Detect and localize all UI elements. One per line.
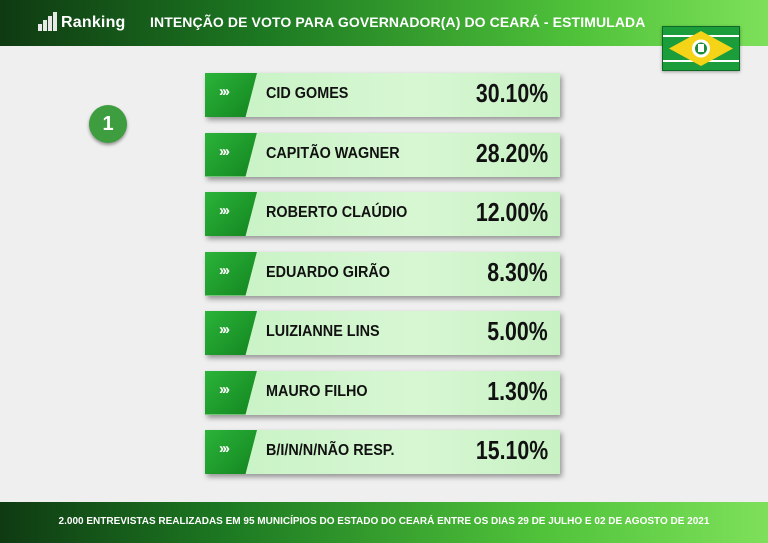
bar-tab — [205, 370, 257, 415]
bar-tab — [205, 430, 257, 474]
bar-tab — [205, 132, 257, 177]
bar-tab — [205, 251, 257, 296]
rank-badge: 1 — [89, 105, 127, 143]
candidate-name: CAPITÃO WAGNER — [266, 144, 400, 162]
bar-tab — [205, 311, 257, 355]
bar-chart-icon — [38, 12, 58, 33]
chevrons-icon: ››› — [219, 83, 230, 100]
candidate-bar: ››› CAPITÃO WAGNER 28.20% — [205, 132, 560, 177]
footer-note: 2.000 ENTREVISTAS REALIZADAS EM 95 MUNIC… — [58, 516, 710, 527]
candidate-name: LUIZIANNE LINS — [266, 323, 380, 340]
candidate-name: EDUARDO GIRÃO — [266, 263, 391, 281]
candidate-percentage: 5.00% — [487, 316, 548, 346]
candidate-percentage: 30.10% — [475, 78, 548, 108]
candidate-name: ROBERTO CLAÚDIO — [266, 204, 408, 221]
candidate-bar: ››› LUIZIANNE LINS 5.00% — [205, 311, 560, 355]
chevrons-icon: ››› — [219, 261, 230, 279]
candidate-bar: ››› ROBERTO CLAÚDIO 12.00% — [205, 192, 560, 236]
candidate-name: MAURO FILHO — [266, 382, 368, 400]
chevrons-icon: ››› — [219, 321, 230, 338]
brand-name: Ranking — [61, 14, 126, 31]
candidate-percentage: 28.20% — [475, 137, 548, 168]
bar-tab — [205, 192, 257, 236]
page-title: INTENÇÃO DE VOTO PARA GOVERNADOR(A) DO C… — [150, 14, 646, 30]
candidate-bar: ››› MAURO FILHO 1.30% — [205, 370, 560, 415]
brand-logo: Ranking — [38, 11, 126, 35]
candidate-percentage: 15.10% — [475, 435, 548, 465]
chevrons-icon: ››› — [219, 142, 230, 160]
candidate-bar: ››› CID GOMES 30.10% — [205, 73, 560, 117]
chevrons-icon: ››› — [219, 440, 230, 457]
chevrons-icon: ››› — [219, 380, 230, 398]
ceara-flag-icon — [662, 26, 740, 71]
chevrons-icon: ››› — [219, 202, 230, 219]
candidate-percentage: 8.30% — [487, 256, 548, 287]
header-bar: Ranking INTENÇÃO DE VOTO PARA GOVERNADOR… — [0, 0, 768, 46]
candidate-percentage: 1.30% — [487, 375, 548, 406]
candidate-bar: ››› EDUARDO GIRÃO 8.30% — [205, 251, 560, 296]
candidate-name: B/I/N/N/NÃO RESP. — [266, 442, 395, 459]
bar-tab — [205, 73, 257, 117]
candidate-percentage: 12.00% — [475, 197, 548, 227]
footer-bar: 2.000 ENTREVISTAS REALIZADAS EM 95 MUNIC… — [0, 502, 768, 543]
candidate-bar: ››› B/I/N/N/NÃO RESP. 15.10% — [205, 430, 560, 474]
candidate-name: CID GOMES — [266, 85, 349, 102]
